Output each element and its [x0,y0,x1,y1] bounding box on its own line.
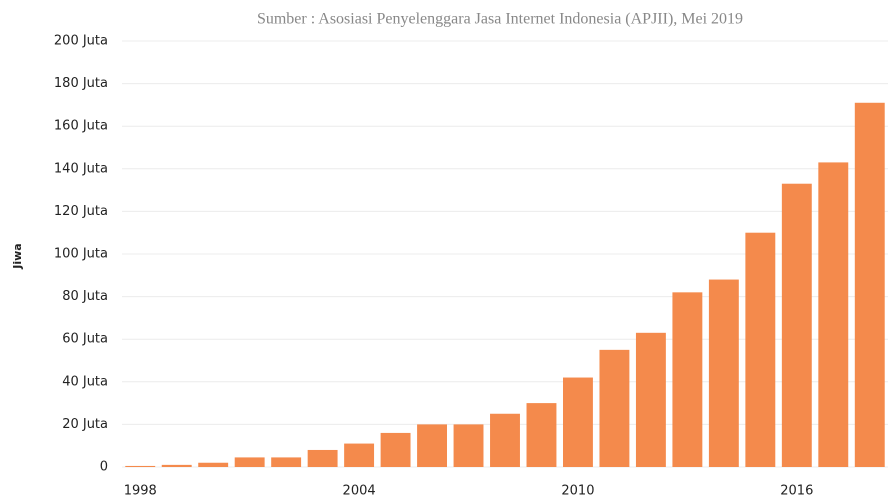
bar [781,183,812,467]
y-tick-label: 20 Juta [62,417,108,432]
bar [417,424,448,467]
bar [635,332,666,467]
bar [745,232,776,467]
bar [708,279,739,467]
bar [599,349,630,467]
bar [344,443,375,467]
bar [125,465,156,467]
chart-subtitle: Sumber : Asosiasi Penyelenggara Jasa Int… [257,11,743,28]
bar [672,292,703,467]
bar [271,457,302,467]
y-tick-label: 40 Juta [62,374,108,389]
bar [818,162,849,467]
x-tick-label: 1998 [124,484,157,497]
bar [562,377,593,467]
bar [526,403,557,467]
bar [380,432,411,467]
bar [307,449,338,467]
y-tick-label: 140 Juta [54,161,108,176]
y-axis-label: Jiwa [11,243,24,269]
x-tick-label: 2016 [780,484,813,497]
x-tick-label: 2004 [343,484,376,497]
y-tick-label: 0 [100,460,108,475]
y-tick-label: 160 Juta [54,119,108,134]
y-tick-label: 100 Juta [54,247,108,262]
y-tick-label: 200 Juta [54,34,108,49]
y-tick-label: 60 Juta [62,332,108,347]
y-tick-label: 80 Juta [62,289,108,304]
bar [161,464,192,467]
bar [453,424,484,467]
bar [198,462,229,467]
x-tick-label: 2010 [561,484,594,497]
y-tick-label: 120 Juta [54,204,108,219]
y-tick-label: 180 Juta [54,76,108,91]
bar [234,457,265,467]
bar [854,102,885,468]
bar [490,413,520,467]
